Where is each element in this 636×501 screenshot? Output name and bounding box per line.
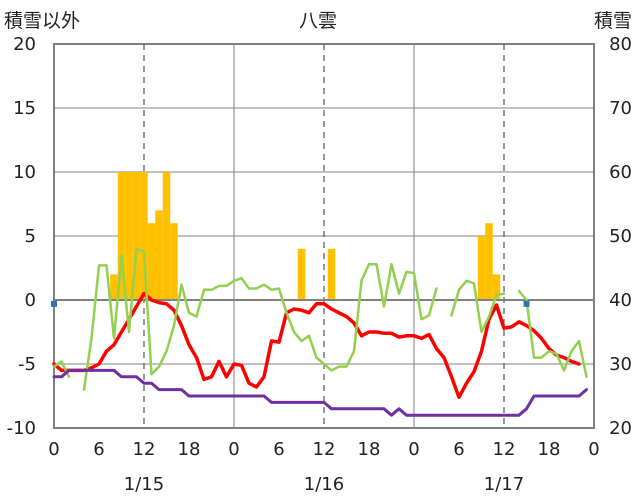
date-label: 1/17 xyxy=(484,474,524,495)
right-tick-label: 40 xyxy=(609,290,632,311)
x-tick-label: 6 xyxy=(453,439,464,460)
right-tick-label: 50 xyxy=(609,226,632,247)
x-tick-label: 6 xyxy=(273,439,284,460)
precip-bar xyxy=(110,274,118,300)
left-axis-label: 積雪以外 xyxy=(4,10,80,32)
precip-bar xyxy=(117,172,126,300)
x-tick-label: 18 xyxy=(358,439,381,460)
wind-line xyxy=(450,279,506,334)
bar-series xyxy=(110,172,501,300)
x-tick-label: 12 xyxy=(133,439,156,460)
left-tick-label: -5 xyxy=(18,354,36,375)
x-tick-label: 0 xyxy=(588,439,599,460)
right-tick-label: 80 xyxy=(609,34,632,55)
precip-bar xyxy=(147,223,156,300)
x-tick-label: 12 xyxy=(493,439,516,460)
precip-bar xyxy=(162,172,171,300)
precip-bar xyxy=(492,274,501,300)
left-tick-label: 15 xyxy=(13,98,36,119)
precip-bar xyxy=(125,172,133,300)
precip-bar xyxy=(140,172,148,300)
precip-bar xyxy=(155,210,163,300)
x-tick-label: 12 xyxy=(313,439,336,460)
x-tick-label: 0 xyxy=(408,439,419,460)
right-tick-label: 70 xyxy=(609,98,632,119)
zero-marker xyxy=(523,300,530,307)
right-tick-label: 30 xyxy=(609,354,632,375)
left-tick-label: 5 xyxy=(25,226,36,247)
precip-bar xyxy=(132,172,141,300)
date-label: 1/16 xyxy=(304,474,344,495)
precip-bar xyxy=(485,223,493,300)
left-tick-label: 0 xyxy=(25,290,36,311)
x-tick-label: 0 xyxy=(228,439,239,460)
date-label: 1/15 xyxy=(124,474,164,495)
x-tick-label: 6 xyxy=(93,439,104,460)
snow-depth-line xyxy=(52,368,588,417)
x-tick-label: 18 xyxy=(538,439,561,460)
zero-marker xyxy=(51,300,57,307)
line-series xyxy=(51,247,588,417)
precip-bar xyxy=(297,248,306,300)
wind-line xyxy=(82,247,438,391)
precip-bar xyxy=(170,223,178,300)
right-axis-label: 積雪 xyxy=(594,10,632,32)
wind-line xyxy=(517,289,588,379)
precip-bar xyxy=(327,248,336,300)
x-tick-label: 0 xyxy=(48,439,59,460)
precip-bar xyxy=(477,236,486,300)
x-tick-label: 18 xyxy=(178,439,201,460)
right-tick-label: 20 xyxy=(609,418,632,439)
left-tick-label: 10 xyxy=(13,162,36,183)
left-tick-label: 20 xyxy=(13,34,36,55)
chart-title: 八雲 xyxy=(299,10,337,32)
right-tick-label: 60 xyxy=(609,162,632,183)
left-tick-label: -10 xyxy=(7,418,36,439)
